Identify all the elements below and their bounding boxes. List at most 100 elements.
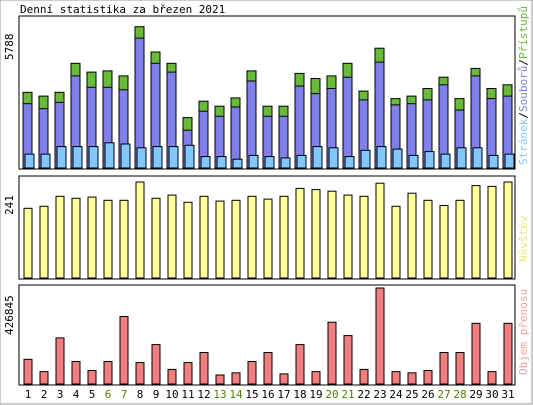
x-tick-label-27: 27 xyxy=(437,388,450,401)
bar-objem-7 xyxy=(119,316,129,385)
bar-objem-12 xyxy=(199,352,209,385)
x-tick-label-15: 15 xyxy=(245,388,258,401)
bar-stranek-26 xyxy=(424,151,435,169)
x-tick-label-12: 12 xyxy=(197,388,210,401)
x-tick-label-9: 9 xyxy=(153,388,160,401)
legend-hits: Stránek/Souborů/Přístupů xyxy=(517,6,530,165)
bar-objem-27 xyxy=(439,352,449,385)
x-tick-label-31: 31 xyxy=(501,388,514,401)
bar-navstev-18 xyxy=(295,187,305,279)
bar-stranek-13 xyxy=(216,156,227,169)
x-tick-label-6: 6 xyxy=(105,388,112,401)
bar-stranek-19 xyxy=(312,146,323,169)
bar-navstev-31 xyxy=(503,181,513,279)
bar-stranek-4 xyxy=(72,146,83,169)
bar-navstev-13 xyxy=(215,200,225,279)
bar-objem-3 xyxy=(55,337,65,385)
x-tick-label-8: 8 xyxy=(137,388,144,401)
bar-stranek-28 xyxy=(456,147,467,169)
bar-stranek-11 xyxy=(184,144,195,169)
x-tick-label-7: 7 xyxy=(121,388,128,401)
bar-navstev-23 xyxy=(375,182,385,279)
bar-objem-13 xyxy=(215,374,225,385)
x-tick-label-1: 1 xyxy=(25,388,32,401)
x-tick-label-30: 30 xyxy=(485,388,498,401)
bar-navstev-25 xyxy=(407,192,417,279)
bar-stranek-3 xyxy=(56,146,67,169)
bar-objem-23 xyxy=(375,287,385,385)
x-tick-label-22: 22 xyxy=(357,388,370,401)
bar-navstev-1 xyxy=(23,207,33,279)
bar-stranek-24 xyxy=(392,148,403,169)
bar-stranek-5 xyxy=(88,146,99,169)
x-tick-label-19: 19 xyxy=(309,388,322,401)
bar-navstev-6 xyxy=(103,199,113,279)
bar-navstev-21 xyxy=(343,194,353,279)
bar-navstev-12 xyxy=(199,195,209,279)
bar-objem-25 xyxy=(407,372,417,385)
bar-objem-10 xyxy=(167,368,177,385)
bar-objem-2 xyxy=(39,371,49,385)
bar-stranek-30 xyxy=(488,154,499,169)
bar-navstev-20 xyxy=(327,190,337,279)
bar-navstev-24 xyxy=(391,205,401,279)
bar-navstev-19 xyxy=(311,189,321,279)
bar-stranek-15 xyxy=(248,154,259,169)
bar-objem-6 xyxy=(103,361,113,385)
x-tick-label-2: 2 xyxy=(41,388,48,401)
bar-objem-15 xyxy=(247,361,257,385)
bars-hits xyxy=(22,26,515,169)
bar-stranek-22 xyxy=(360,149,371,169)
bar-navstev-30 xyxy=(487,185,497,279)
bar-stranek-10 xyxy=(168,146,179,169)
y-max-label-hits: 5788 xyxy=(3,34,16,61)
x-tick-label-23: 23 xyxy=(373,388,386,401)
x-tick-label-24: 24 xyxy=(389,388,403,401)
x-tick-label-14: 14 xyxy=(229,388,243,401)
bar-navstev-2 xyxy=(39,205,49,279)
x-tick-label-16: 16 xyxy=(261,388,274,401)
bar-stranek-9 xyxy=(152,146,163,169)
bar-stranek-16 xyxy=(264,156,275,169)
legend-objem: Objem přenosu xyxy=(517,289,530,375)
bar-stranek-18 xyxy=(296,154,307,169)
bar-navstev-10 xyxy=(167,194,177,279)
bar-stranek-2 xyxy=(40,153,51,169)
x-tick-label-10: 10 xyxy=(165,388,178,401)
legend-stranek: Stránek xyxy=(517,118,530,165)
bar-stranek-12 xyxy=(200,156,211,169)
x-tick-label-28: 28 xyxy=(453,388,466,401)
x-tick-label-13: 13 xyxy=(213,388,226,401)
bar-objem-11 xyxy=(183,362,193,385)
panel-hits xyxy=(18,15,516,170)
x-axis-labels: 1 2 3 4 5 6 7 8 9 10 11 12 13 14 15 16 17 18 19 20 21 22 23 24 2… xyxy=(25,388,515,401)
bar-navstev-8 xyxy=(135,181,145,279)
bar-navstev-27 xyxy=(439,205,449,279)
bar-navstev-3 xyxy=(55,195,65,279)
bar-objem-4 xyxy=(71,361,81,385)
bar-stranek-17 xyxy=(280,157,291,169)
bar-objem-16 xyxy=(263,352,273,385)
bar-navstev-26 xyxy=(423,199,433,279)
x-tick-label-25: 25 xyxy=(405,388,418,401)
bar-objem-17 xyxy=(279,373,289,385)
bar-objem-28 xyxy=(455,352,465,385)
bar-stranek-7 xyxy=(120,143,131,169)
bar-objem-9 xyxy=(151,344,161,385)
bars-visits xyxy=(23,181,513,279)
legend-navstev: Návštěv xyxy=(517,215,530,262)
bar-objem-30 xyxy=(487,371,497,385)
legend-souboru: Souborů xyxy=(517,66,530,112)
x-tick-label-5: 5 xyxy=(89,388,96,401)
bar-navstev-17 xyxy=(279,195,289,279)
bar-objem-24 xyxy=(391,371,401,385)
panel-visits xyxy=(18,175,516,280)
bar-stranek-23 xyxy=(376,146,387,169)
x-tick-label-26: 26 xyxy=(421,388,434,401)
bar-objem-8 xyxy=(135,362,145,385)
bar-navstev-29 xyxy=(471,185,481,279)
y-max-label-visits: 241 xyxy=(3,195,16,215)
panel-volume xyxy=(18,284,516,386)
bar-objem-19 xyxy=(311,371,321,385)
